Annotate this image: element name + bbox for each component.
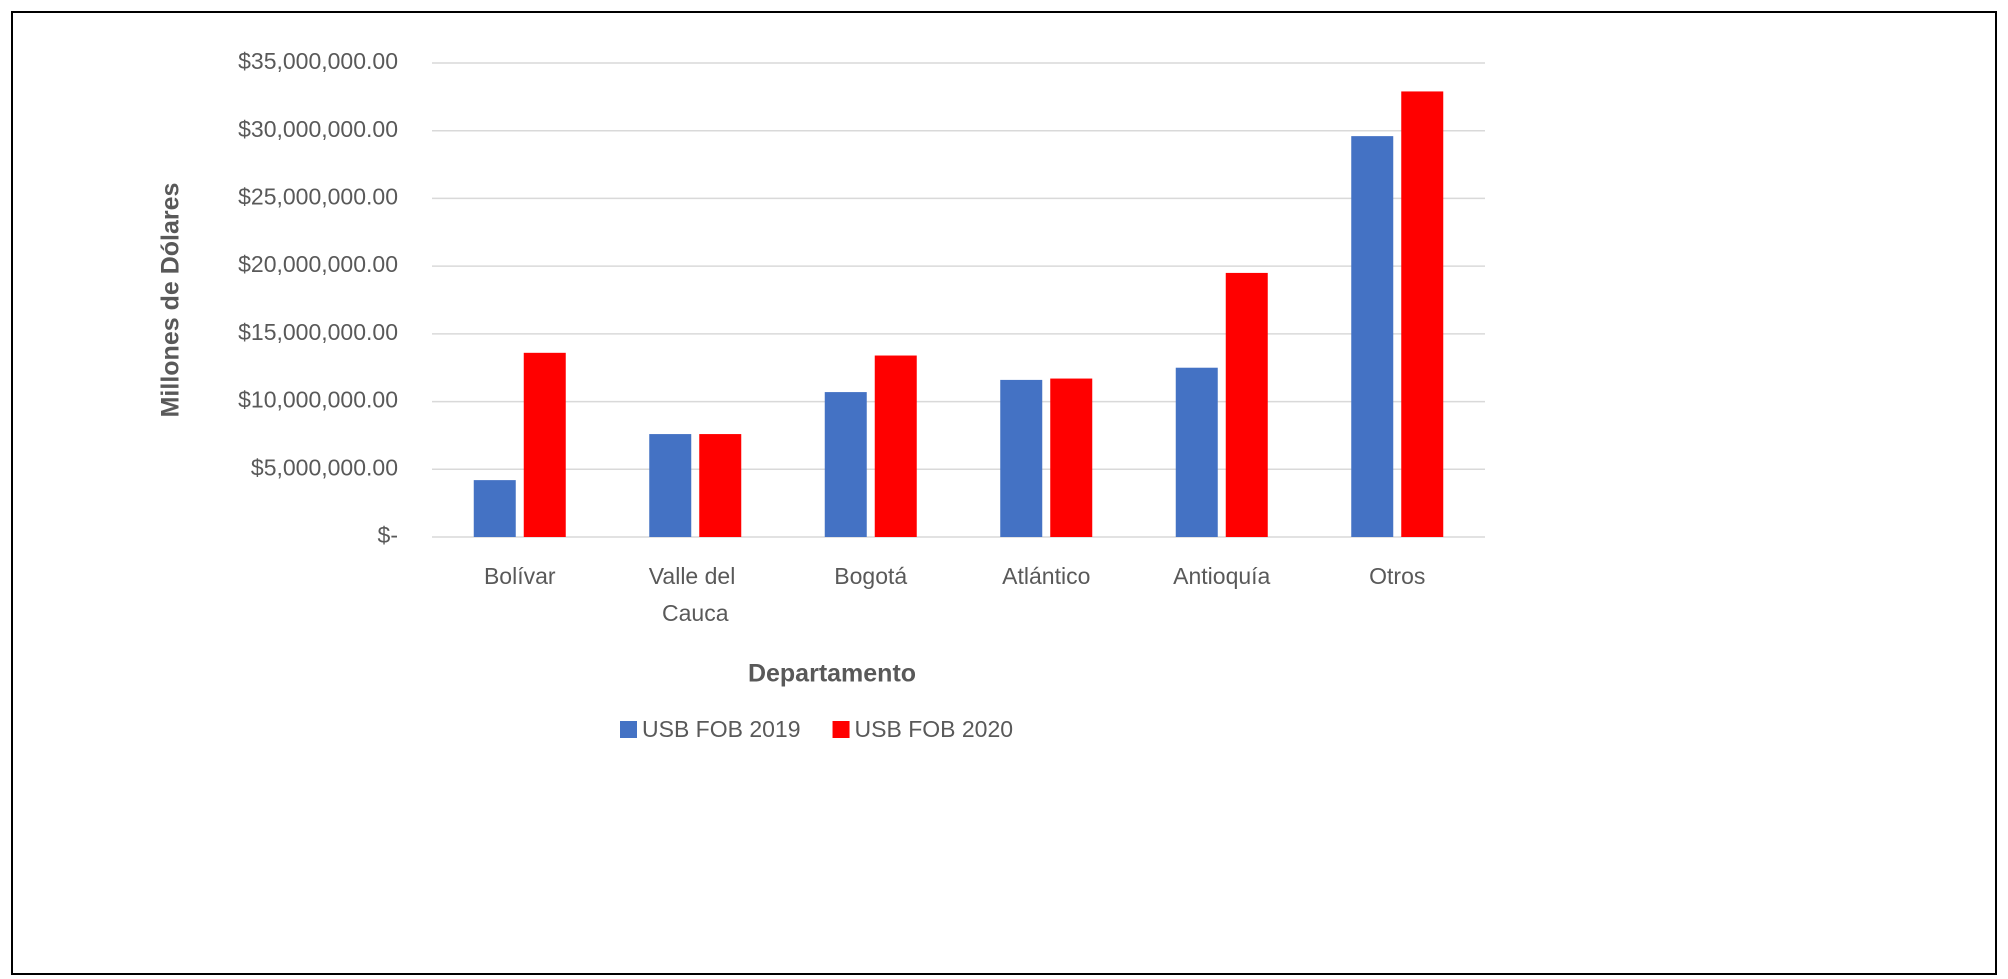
legend-swatch [620,721,637,738]
x-tick-label: Antioquía [1173,563,1270,589]
legend-swatch [832,721,850,738]
bar [1175,367,1218,537]
x-tick-label: Bolívar [484,563,556,589]
bar [1000,379,1043,537]
x-tick-label: Otros [1369,563,1425,589]
legend-label: USB FOB 2019 [642,716,801,742]
bar [473,480,516,537]
bar [649,434,692,537]
y-tick-label: $15,000,000.00 [238,319,398,345]
x-tick-label: Valle del Cauca [649,563,742,626]
bar [1225,272,1268,537]
bar [824,392,867,537]
x-axis-label: Departamento [748,660,916,688]
y-tick-label: $- [378,522,398,548]
bar [523,352,566,537]
bar [1351,136,1394,538]
x-tick-label: Atlántico [1002,563,1090,589]
y-tick-label: $35,000,000.00 [238,48,398,74]
x-tick-label: Bogotá [834,563,907,589]
y-tick-label: $20,000,000.00 [238,251,398,277]
y-tick-label: $10,000,000.00 [238,387,398,413]
y-axis-label: Millones de Dólares [157,183,185,418]
y-tick-label: $5,000,000.00 [251,454,398,480]
y-tick-label: $25,000,000.00 [238,184,398,210]
bar [699,434,742,537]
bar [874,355,917,537]
y-tick-label: $30,000,000.00 [238,116,398,142]
bar [1050,378,1093,537]
bar [1401,91,1444,537]
legend-label: USB FOB 2020 [855,716,1014,742]
